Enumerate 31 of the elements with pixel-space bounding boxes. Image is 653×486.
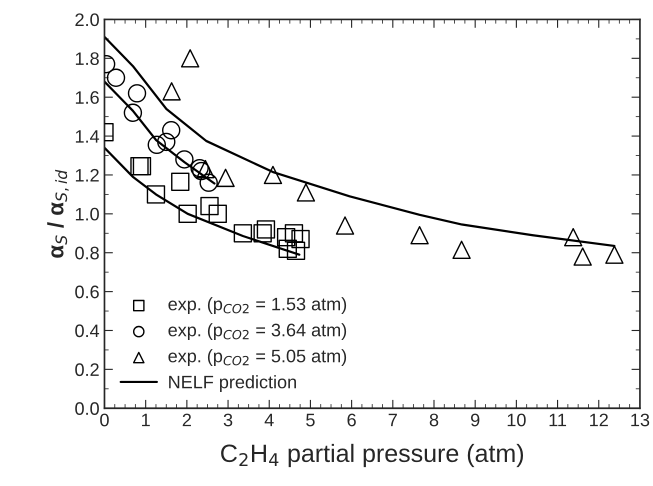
y-tick-label: 0.0 <box>75 402 99 415</box>
y-tick-label: 1.6 <box>76 91 99 104</box>
y-tick-label: 1.2 <box>76 168 99 182</box>
y-tick-label: 1.4 <box>76 130 100 143</box>
y-tick-label: 1.0 <box>76 208 99 221</box>
x-tick-label: 2 <box>182 414 191 426</box>
x-tick-label: 6 <box>348 414 356 426</box>
legend-label: NELF prediction <box>169 375 296 392</box>
legend-label: exp. (p$_{CO2}$ = 5.05 atm) <box>168 349 346 366</box>
y-tick-label: 0.8 <box>75 246 99 260</box>
x-tick-label: 9 <box>471 414 480 426</box>
x-axis-title: C$_{2}$H$_{4}$ partial pressure (atm) <box>221 444 524 468</box>
x-tick-label: 12 <box>590 414 608 426</box>
x-tick-label: 3 <box>224 414 232 426</box>
x-tick-label: 0 <box>100 414 109 426</box>
x-tick-label: 5 <box>306 414 315 426</box>
x-tick-label: 8 <box>430 414 438 426</box>
x-tick-label: 4 <box>264 414 274 426</box>
legend-label: exp. (p$_{CO2}$ = 1.53 atm) <box>168 297 346 314</box>
y-tick-label: 0.6 <box>75 286 99 298</box>
x-tick-label: 10 <box>508 414 526 426</box>
y-tick-label: 2.0 <box>75 13 99 26</box>
x-tick-label: 11 <box>550 414 566 426</box>
x-tick-label: 13 <box>631 414 650 426</box>
y-tick-label: 0.2 <box>75 363 99 376</box>
x-tick-label: 7 <box>388 414 397 426</box>
y-tick-label: 1.8 <box>76 52 99 66</box>
legend-label: exp. (p$_{CO2}$ = 3.64 atm) <box>168 323 346 340</box>
x-tick-label: 1 <box>142 414 150 426</box>
y-tick-label: 0.4 <box>75 324 100 338</box>
y-axis-title: α$_{S}$ / α$_{S,id}$ <box>47 170 69 258</box>
